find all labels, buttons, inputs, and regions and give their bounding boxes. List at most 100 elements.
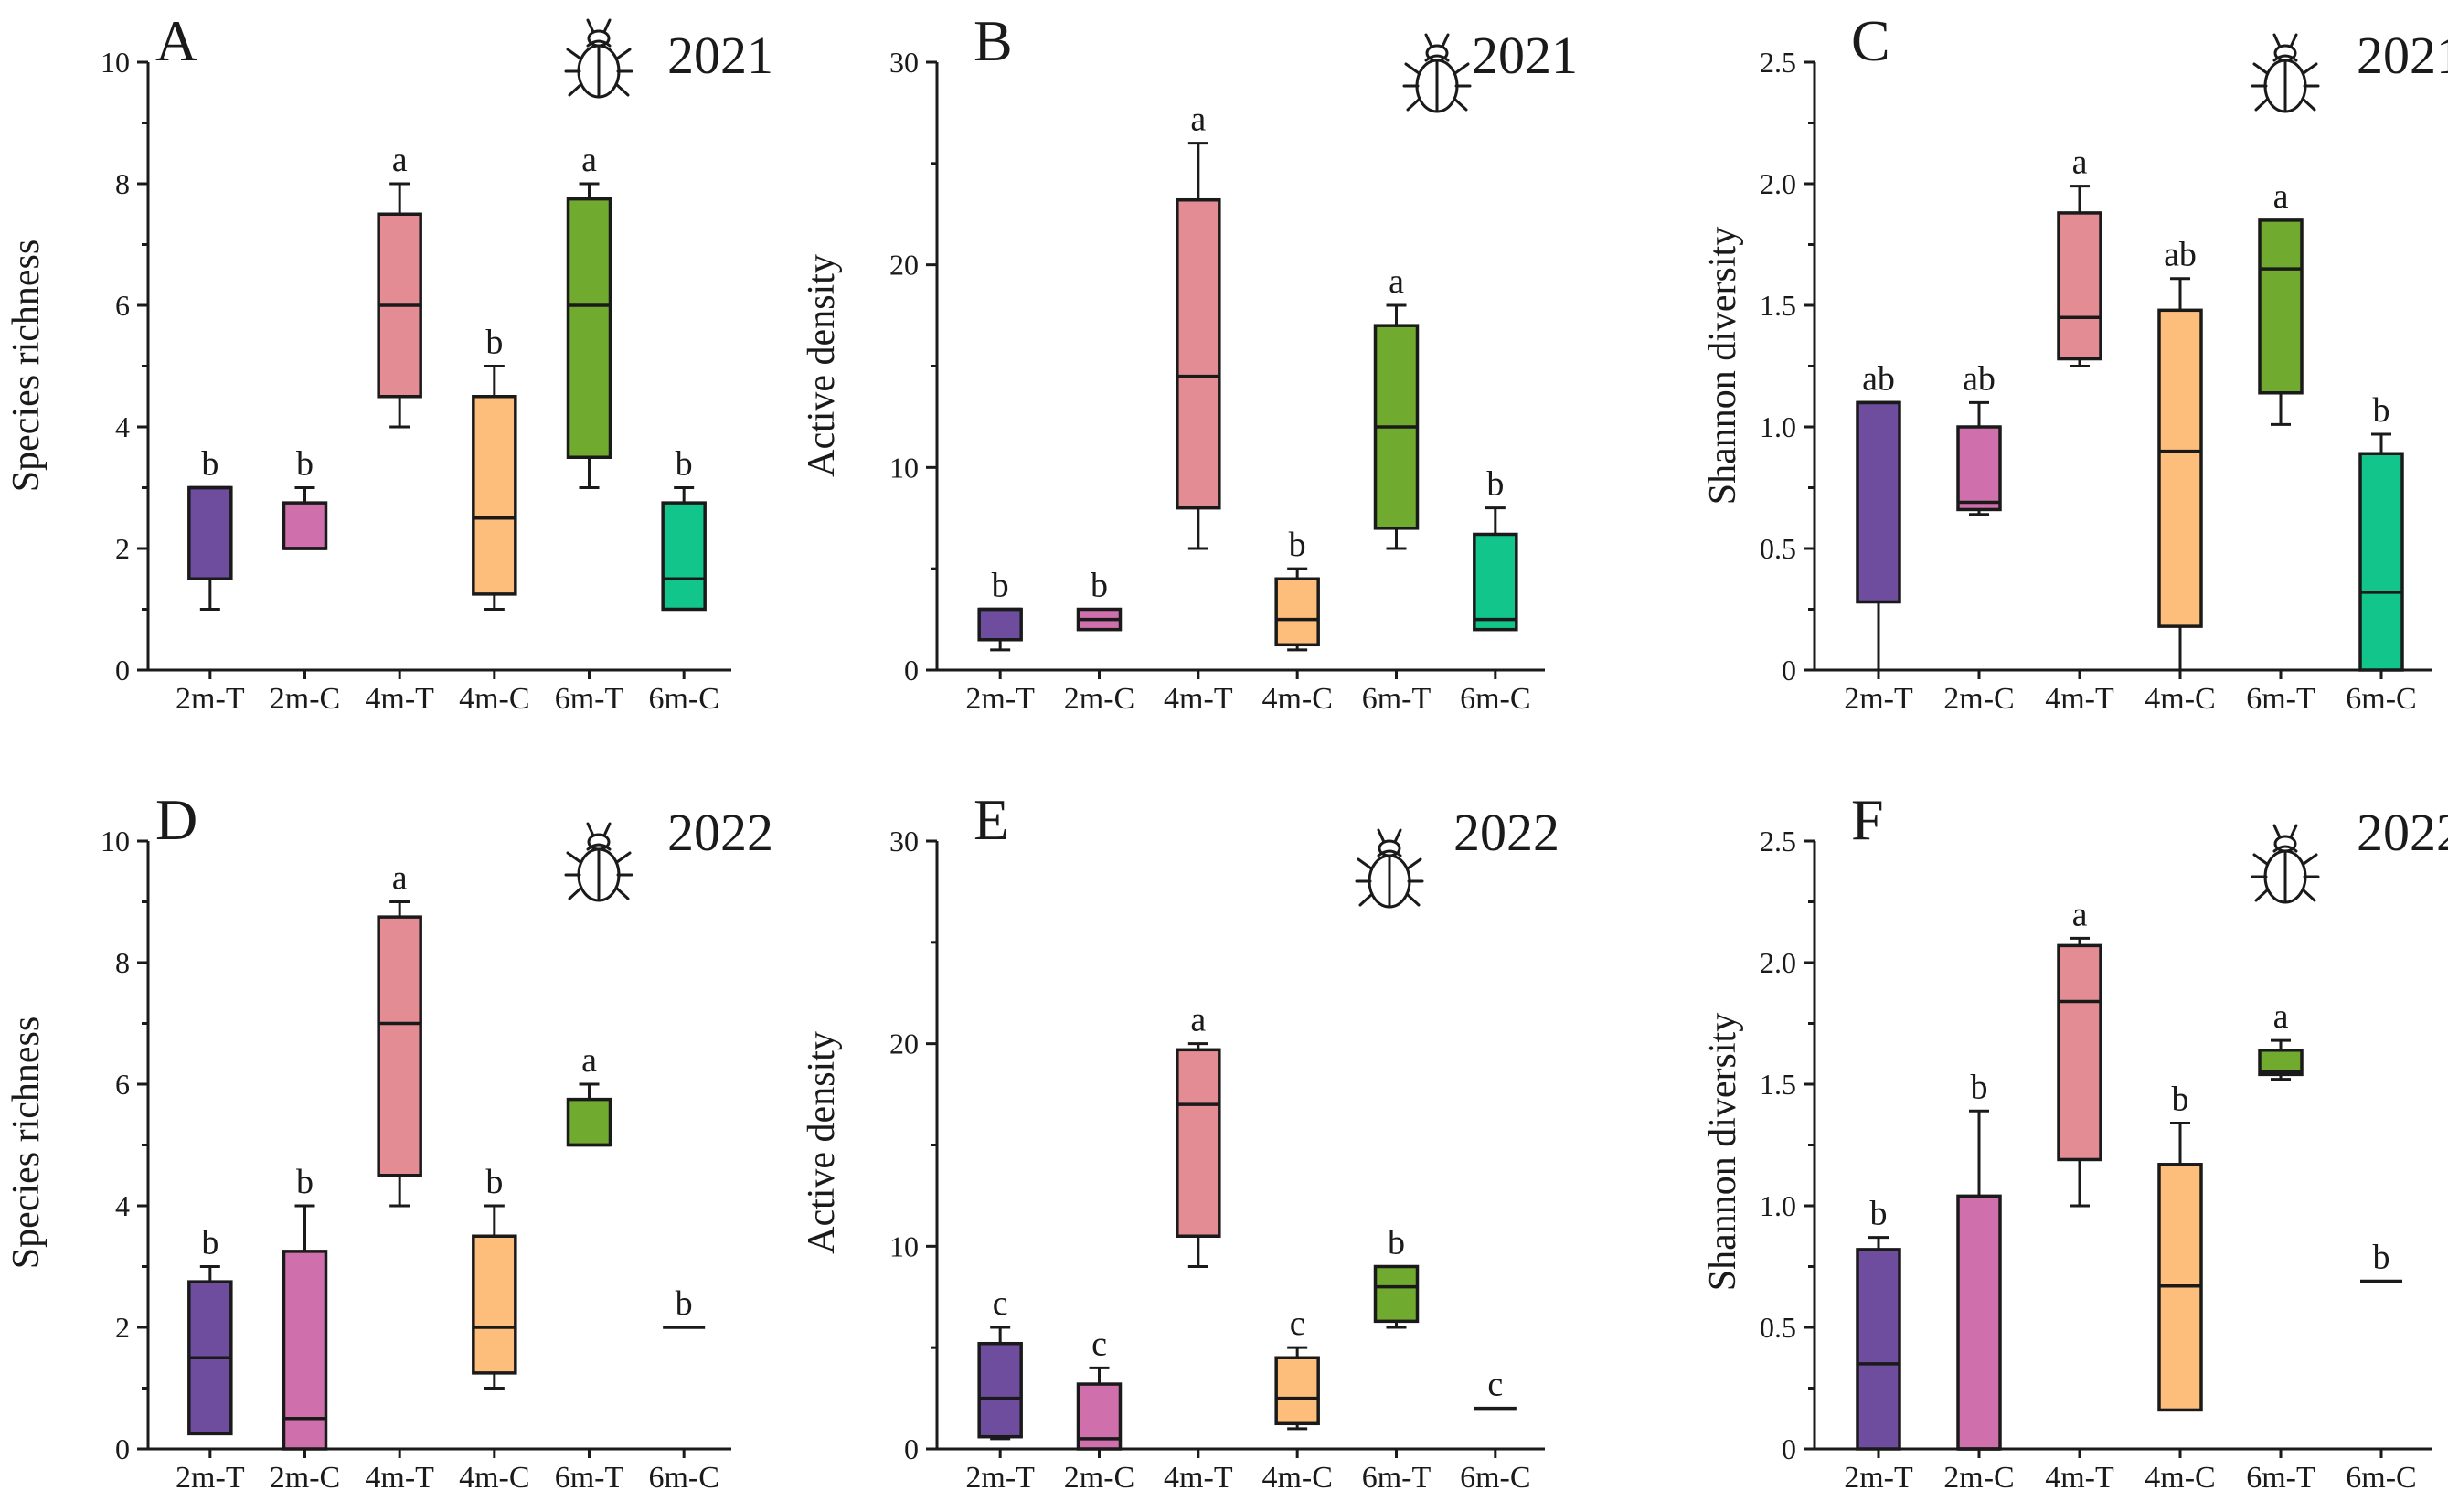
x-tick-label: 4m-T xyxy=(1164,682,1233,716)
x-tick-label: 6m-C xyxy=(1460,682,1530,716)
x-tick-label: 4m-T xyxy=(365,1461,434,1495)
beetle-icon xyxy=(2251,33,2320,113)
x-tick-label: 4m-C xyxy=(2145,682,2215,716)
year-label: 2021 xyxy=(667,26,773,85)
x-tick-label: 4m-T xyxy=(2045,682,2114,716)
box-4m-T: a xyxy=(2057,895,2102,1208)
significance-letter: b xyxy=(1870,1195,1888,1233)
beetle-part xyxy=(2301,62,2320,112)
significance-letter: a xyxy=(1190,1001,1206,1039)
box-2m-T: b xyxy=(187,1224,233,1436)
beetle-part xyxy=(2272,54,2298,62)
y-axis-label: Species richness xyxy=(5,240,48,492)
year-label: 2022 xyxy=(2357,803,2448,862)
y-tick-label: 4 xyxy=(115,1189,130,1222)
box-2m-C: b xyxy=(1076,567,1123,632)
significance-letter: ab xyxy=(2164,236,2197,274)
y-tick-label: 1.5 xyxy=(1760,289,1796,322)
box-body xyxy=(2258,1049,2304,1077)
beetle-icon xyxy=(564,18,633,99)
box-6m-T: a xyxy=(2258,997,2304,1081)
x-tick-label: 2m-C xyxy=(1064,682,1134,716)
significance-letter: b xyxy=(1486,465,1504,504)
x-tick-label: 6m-T xyxy=(1362,682,1432,716)
box-2m-C: ab xyxy=(1956,359,2002,516)
panel-letter: E xyxy=(974,787,1009,852)
box-4m-C: b xyxy=(472,324,517,611)
x-tick-label: 6m-T xyxy=(2246,682,2315,716)
y-tick-label: 0.5 xyxy=(1760,532,1796,565)
beetle-part xyxy=(1402,62,1421,112)
beetle-part xyxy=(564,48,583,97)
box-4m-T: a xyxy=(377,141,422,429)
significance-letter: ab xyxy=(1963,359,1996,398)
box-6m-C: b xyxy=(2360,1238,2402,1283)
y-tick-label: 6 xyxy=(115,1068,130,1101)
box-body xyxy=(566,197,612,459)
box-2m-C: c xyxy=(1076,1325,1123,1451)
beetle-part xyxy=(1425,44,1449,62)
panel-A: 0 2 4 6 8 10 Species richness A 2021 b 2m-T b 2m-C a 4… xyxy=(5,8,773,716)
x-tick-label: 2m-T xyxy=(176,1461,245,1495)
significance-letter: b xyxy=(1289,526,1306,564)
y-axis-label: Shannon diversity xyxy=(1702,227,1744,505)
box-body xyxy=(977,607,1023,642)
box-body xyxy=(661,501,707,612)
box-6m-C: b xyxy=(1473,465,1518,632)
y-tick-label: 2.0 xyxy=(1760,167,1796,200)
beetle-icon xyxy=(564,822,633,902)
box-4m-T: a xyxy=(1176,1001,1221,1268)
x-tick-label: 4m-C xyxy=(1261,682,1332,716)
beetle-part xyxy=(586,822,612,837)
box-2m-T: b xyxy=(187,445,233,611)
y-tick-label: 30 xyxy=(889,825,919,857)
significance-letter: b xyxy=(676,1284,693,1323)
panel-E: 0 10 20 30 Active density E 2022 c 2m-T c 2m-C a 4m-… xyxy=(801,787,1559,1495)
box-6m-T: a xyxy=(2258,177,2304,426)
box-6m-T: b xyxy=(1373,1224,1420,1329)
box-2m-T: b xyxy=(977,567,1023,652)
box-6m-C: c xyxy=(1474,1366,1517,1411)
beetle-part xyxy=(1378,839,1401,857)
y-axis-label: Active density xyxy=(801,1031,843,1254)
y-tick-label: 0 xyxy=(904,1432,919,1465)
beetle-part xyxy=(2272,824,2298,839)
significance-letter: a xyxy=(581,1041,597,1080)
y-tick-label: 2.0 xyxy=(1760,946,1796,979)
x-tick-label: 4m-C xyxy=(459,1461,529,1495)
significance-letter: b xyxy=(1091,567,1108,605)
y-tick-label: 0 xyxy=(115,654,130,687)
significance-letter: a xyxy=(1190,101,1206,139)
x-tick-label: 2m-T xyxy=(965,1461,1035,1495)
beetle-part xyxy=(2273,44,2297,62)
beetle-part xyxy=(587,29,611,48)
beetle-part xyxy=(1424,33,1450,48)
beetle-icon xyxy=(1355,828,1424,909)
y-tick-label: 0 xyxy=(115,1432,130,1465)
box-body xyxy=(1176,1048,1221,1238)
box-body xyxy=(1373,1264,1420,1324)
box-4m-C: c xyxy=(1274,1304,1320,1431)
y-tick-label: 8 xyxy=(115,167,130,200)
y-tick-label: 8 xyxy=(115,946,130,979)
y-tick-label: 4 xyxy=(115,410,130,443)
y-tick-label: 1.5 xyxy=(1760,1068,1796,1101)
significance-letter: a xyxy=(2072,144,2088,182)
significance-letter: a xyxy=(2072,895,2088,933)
beetle-part xyxy=(1405,857,1424,907)
significance-letter: b xyxy=(2373,1238,2390,1276)
x-tick-label: 6m-C xyxy=(2346,682,2416,716)
beetle-part xyxy=(614,851,633,900)
significance-letter: b xyxy=(201,445,218,484)
y-axis-label: Active density xyxy=(801,254,843,477)
panel-letter: F xyxy=(1851,787,1884,852)
box-body xyxy=(2057,943,2102,1162)
y-tick-label: 1.0 xyxy=(1760,410,1796,443)
significance-letter: b xyxy=(2373,391,2390,430)
x-tick-label: 2m-T xyxy=(965,682,1035,716)
x-tick-label: 2m-C xyxy=(1064,1461,1134,1495)
y-axis-label: Shannon diversity xyxy=(1702,1013,1744,1291)
panel-F: 0 0.5 1.0 1.5 2.0 2.5 Shannon diversity F 2022 b 2… xyxy=(1702,787,2448,1495)
y-tick-label: 2.5 xyxy=(1760,46,1796,79)
significance-letter: b xyxy=(1971,1068,1988,1106)
